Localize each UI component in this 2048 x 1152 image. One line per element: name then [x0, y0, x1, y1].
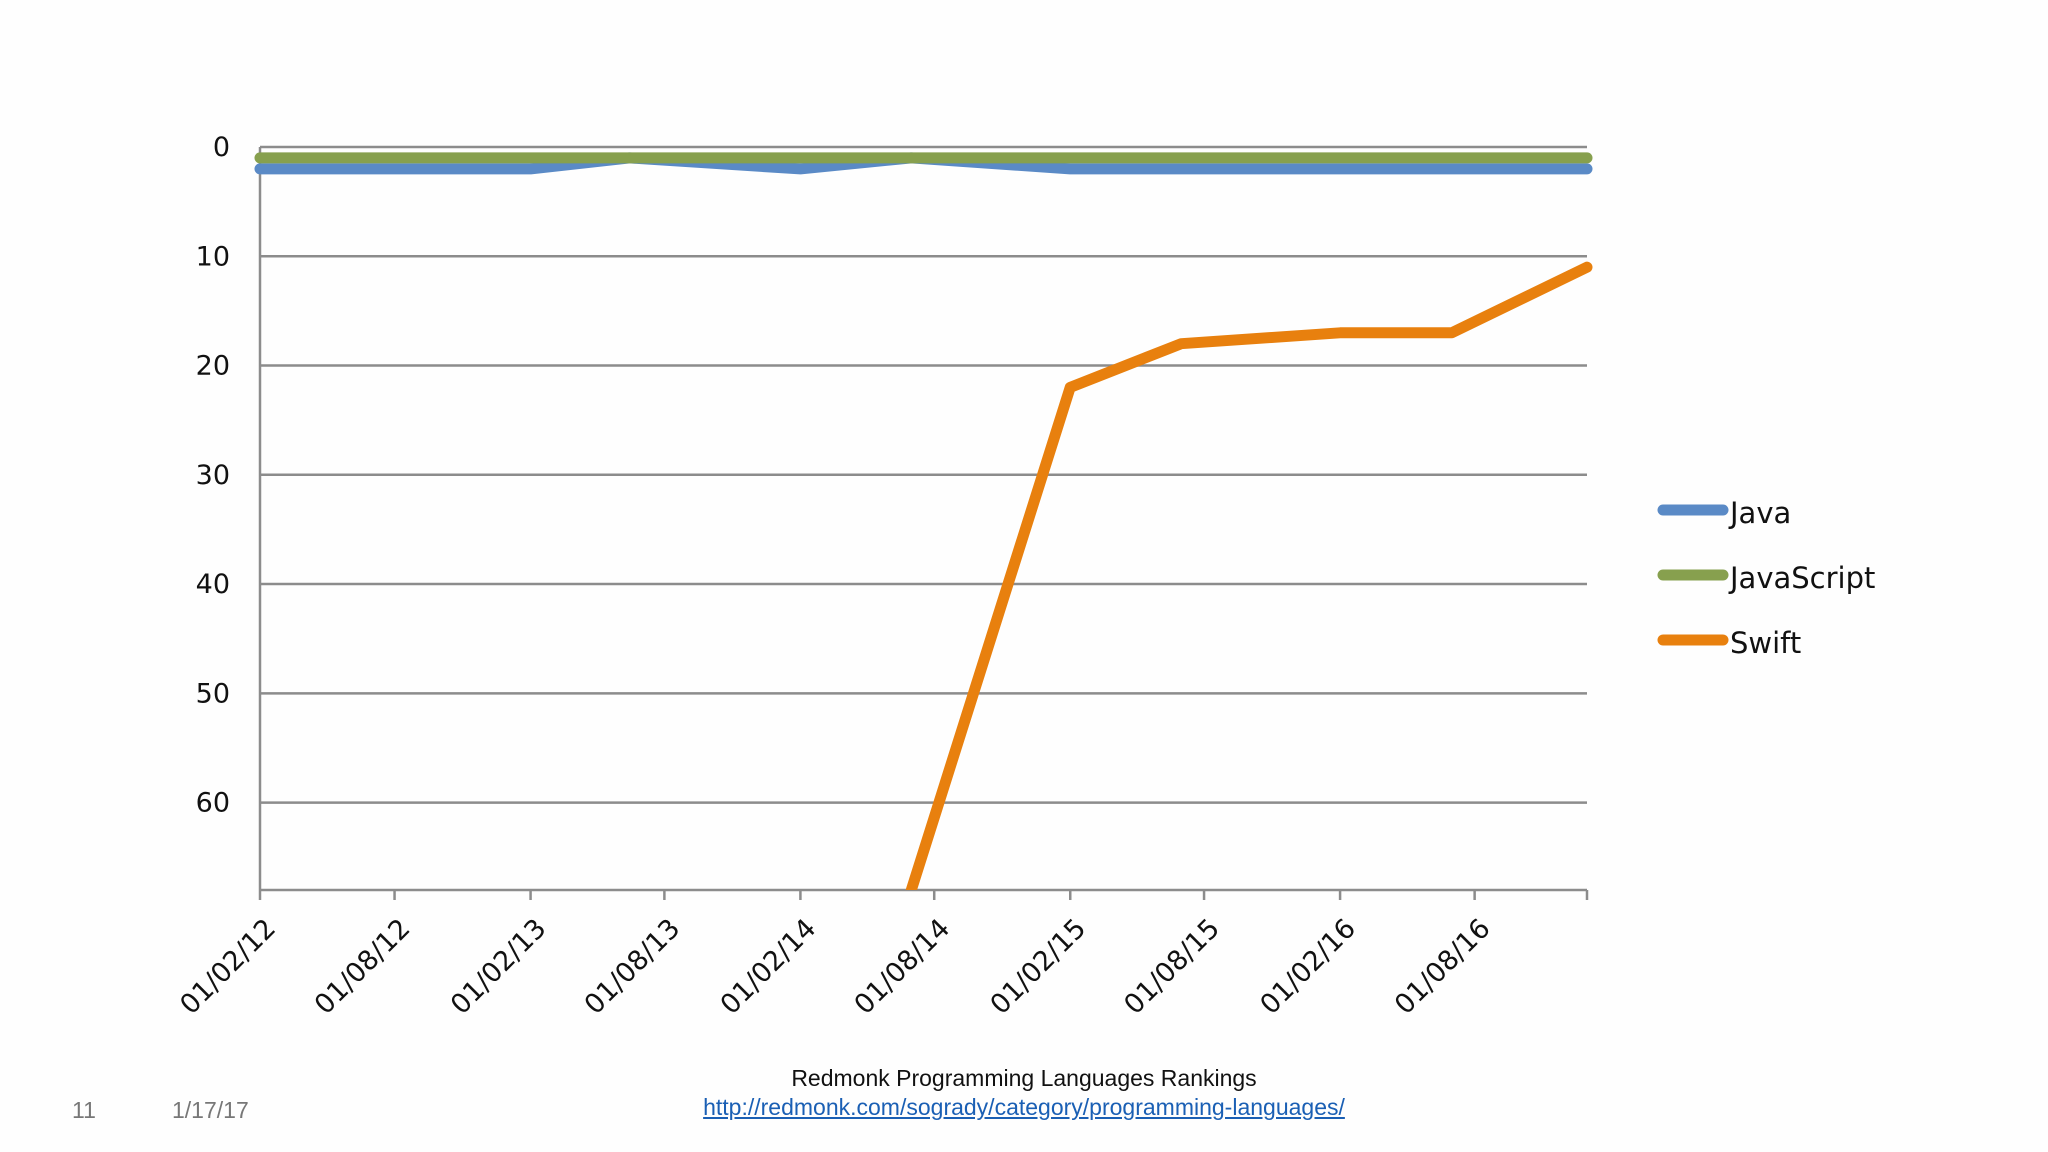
series-line-java	[254, 152, 1593, 175]
source-link[interactable]: http://redmonk.com/sogrady/category/prog…	[703, 1094, 1345, 1120]
x-tick-label: 01/02/12	[174, 913, 282, 1021]
series-line-swift	[905, 261, 1593, 890]
x-tick-label: 01/08/15	[1118, 913, 1226, 1021]
y-tick-label: 0	[213, 132, 230, 163]
x-tick-label: 01/02/16	[1254, 913, 1362, 1021]
x-tick-label: 01/02/15	[985, 913, 1093, 1021]
y-tick-label: 60	[196, 788, 230, 819]
x-tick-labels: 01/02/12 01/08/12 01/02/13 01/08/13 01/02/14…	[174, 913, 1496, 1021]
x-tick-label: 01/02/13	[445, 913, 553, 1021]
x-tick-label: 01/08/16	[1389, 913, 1497, 1021]
y-tick-label: 40	[196, 569, 230, 600]
y-tick-label: 50	[196, 678, 230, 709]
slide-number: 11	[72, 1097, 96, 1123]
slide-date: 1/17/17	[172, 1097, 249, 1123]
grid-lines	[260, 145, 1587, 804]
legend-label: Swift	[1730, 626, 1801, 660]
legend-label: JavaScript	[1728, 561, 1875, 595]
chart-source-title: Redmonk Programming Languages Rankings	[791, 1065, 1257, 1091]
y-tick-label: 10	[196, 241, 230, 272]
source-link-container: http://redmonk.com/sogrady/category/prog…	[0, 1094, 2048, 1121]
axes	[258, 147, 1589, 900]
y-tick-labels: 0 10 20 30 40 50 60	[196, 132, 230, 819]
y-tick-label: 30	[196, 460, 230, 491]
y-tick-label: 20	[196, 351, 230, 382]
legend: Java JavaScript Swift	[1657, 496, 1875, 660]
x-tick-label: 01/02/14	[715, 913, 823, 1021]
series-lines	[254, 152, 1593, 890]
x-tick-label: 01/08/13	[579, 913, 687, 1021]
legend-label: Java	[1728, 496, 1791, 530]
x-tick-label: 01/08/14	[849, 913, 957, 1021]
x-tick-label: 01/08/12	[309, 913, 417, 1021]
